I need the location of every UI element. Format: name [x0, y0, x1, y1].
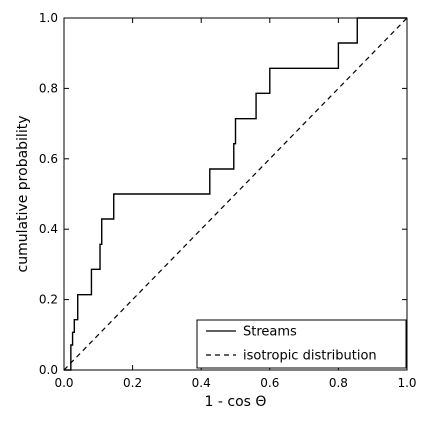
- x-tick-label: 0.4: [192, 376, 211, 390]
- series-line-streams: [64, 17, 407, 371]
- y-tick-label: 0.2: [39, 293, 58, 307]
- legend: Streams isotropic distribution: [196, 319, 407, 369]
- x-tick-label: 0.0: [54, 376, 73, 390]
- y-axis-title: cumulative probability: [15, 116, 31, 273]
- x-axis-ticks: 0.0 0.2 0.4 0.6 0.8 1.0: [54, 18, 417, 390]
- y-tick-label: 1.0: [39, 11, 58, 25]
- legend-box: [196, 319, 407, 369]
- x-tick-label: 0.8: [329, 376, 348, 390]
- y-tick-label: 0.0: [39, 363, 58, 377]
- y-tick-label: 0.6: [39, 152, 58, 166]
- x-tick-label: 1.0: [397, 376, 416, 390]
- y-axis-ticks: 0.0 0.2 0.4 0.6 0.8 1.0: [39, 11, 407, 377]
- y-tick-label: 0.4: [39, 222, 58, 236]
- y-tick-label: 0.8: [39, 81, 58, 95]
- x-tick-label: 0.6: [260, 376, 279, 390]
- plot-frame: [63, 17, 408, 371]
- legend-label-isotropic: isotropic distribution: [243, 349, 377, 364]
- x-axis-title: 1 - cos Θ: [205, 394, 267, 410]
- x-tick-label: 0.2: [123, 376, 142, 390]
- series-layer: [63, 17, 408, 371]
- legend-label-streams: Streams: [243, 325, 297, 340]
- series-line-isotropic: [63, 17, 408, 371]
